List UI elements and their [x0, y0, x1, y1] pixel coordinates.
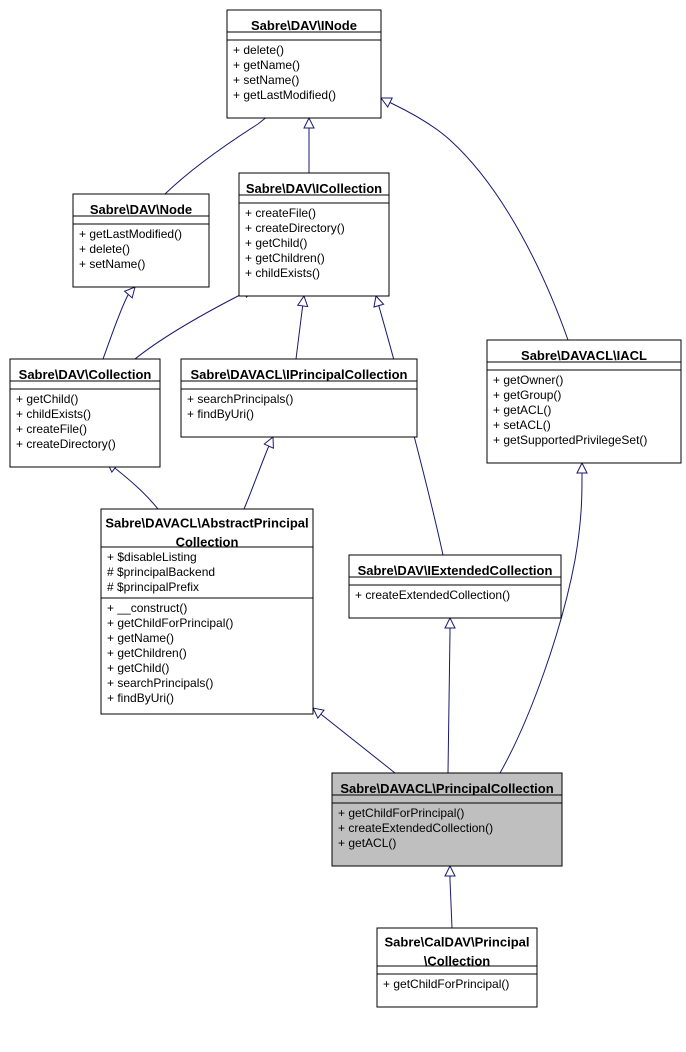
class-IACL: Sabre\DAVACL\IACL + getOwner()+ getGroup(…: [487, 340, 681, 463]
class-method: + getChild(): [245, 236, 307, 250]
class-method: + searchPrincipals(): [107, 676, 213, 690]
uml-class-diagram: Sabre\DAV\INode+ delete()+ getName()+ se…: [0, 0, 686, 1052]
class-method: + createDirectory(): [16, 437, 116, 451]
class-method: + getChild(): [16, 392, 78, 406]
class-method: + findByUri(): [107, 691, 174, 705]
class-method: + getChild(): [107, 661, 169, 675]
class-method: + getChildren(): [245, 251, 325, 265]
class-method: + getChildren(): [107, 646, 187, 660]
class-method: + createDirectory(): [245, 221, 345, 235]
class-method: + setACL(): [493, 418, 551, 432]
class-method: + createFile(): [16, 422, 87, 436]
edge-PrincipalCollection-to-AbstractPrincipalCollection: [322, 715, 395, 773]
class-title: Sabre\DAVACL\PrincipalCollection: [340, 781, 553, 796]
class-method: + __construct(): [107, 601, 187, 615]
edge-PrincipalCollection-to-IExtendedCollection: [448, 632, 450, 773]
edge-IACL-to-INode: [393, 104, 568, 340]
nodes: Sabre\DAV\INode+ delete()+ getName()+ se…: [10, 10, 681, 1007]
edge-arrow: [268, 437, 273, 448]
class-method: + delete(): [79, 242, 130, 256]
class-AbstractPrincipalCollection: Sabre\DAVACL\AbstractPrincipal Collection…: [101, 509, 313, 714]
edge-Collection-to-ICollection: [135, 295, 240, 359]
class-attribute: + $disableListing: [107, 550, 197, 564]
class-method: + setName(): [79, 257, 145, 271]
class-title: Sabre\DAV\INode: [251, 18, 357, 33]
class-method: + searchPrincipals(): [187, 392, 293, 406]
class-IPrincipalCollection: Sabre\DAVACL\IPrincipalCollection + searc…: [181, 359, 417, 437]
class-ICollection: Sabre\DAV\ICollection + createFile()+ cre…: [239, 173, 389, 296]
edge-arrow: [313, 708, 322, 715]
class-method: + getGroup(): [493, 388, 561, 402]
edge-arrow: [381, 98, 393, 104]
class-Collection: Sabre\DAV\Collection + getChild()+ childE…: [10, 359, 160, 467]
class-method: + getACL(): [493, 403, 551, 417]
class-method: + getSupportedPrivilegeSet(): [493, 433, 647, 447]
class-method: + getChildForPrincipal(): [107, 616, 233, 630]
class-method: + getName(): [107, 631, 174, 645]
class-method: + childExists(): [245, 266, 320, 280]
class-title: Sabre\DAV\IExtendedCollection: [358, 563, 553, 578]
class-method: + getACL(): [338, 836, 396, 850]
class-method: + createExtendedCollection(): [355, 588, 510, 602]
class-INode: Sabre\DAV\INode + delete()+ getName()+ se…: [227, 10, 381, 118]
class-method: + setName(): [233, 73, 299, 87]
edge-Collection-to-Node: [103, 295, 128, 359]
edge-AbstractPrincipalCollection-to-IPrincipalCollection: [244, 448, 268, 509]
class-title: Sabre\DAV\ICollection: [246, 181, 382, 196]
edge-arrow: [376, 296, 380, 310]
class-title: Sabre\DAVACL\IACL: [521, 348, 647, 363]
class-CalDAVPrincipalCollection: Sabre\CalDAV\Principal \Collection + getCh…: [377, 928, 537, 1007]
class-method: + childExists(): [16, 407, 91, 421]
class-method: + getLastModified(): [79, 227, 182, 241]
class-title: Collection: [176, 535, 239, 550]
class-attribute: # $principalBackend: [107, 565, 215, 579]
class-title: Sabre\DAVACL\IPrincipalCollection: [191, 367, 408, 382]
edge-IPrincipalCollection-to-ICollection: [296, 311, 302, 359]
class-title: Sabre\DAV\Node: [90, 202, 192, 217]
edge-PrincipalCollection-to-IACL: [500, 477, 582, 773]
class-attribute: # $principalPrefix: [107, 580, 199, 594]
class-Node: Sabre\DAV\Node + getLastModified()+ delet…: [73, 194, 209, 287]
class-method: + createFile(): [245, 206, 316, 220]
edge-arrow: [302, 296, 304, 311]
class-title: \Collection: [424, 954, 491, 969]
class-method: + getName(): [233, 58, 300, 72]
edge-arrow: [128, 287, 135, 295]
class-method: + getOwner(): [493, 373, 563, 387]
edge-CalDAVPrincipalCollection-to-PrincipalCollection: [450, 880, 452, 928]
class-IExtendedCollection: Sabre\DAV\IExtendedCollection + createExt…: [349, 555, 561, 618]
class-title: Sabre\DAVACL\AbstractPrincipal: [105, 516, 308, 531]
class-method: + findByUri(): [187, 407, 254, 421]
class-method: + delete(): [233, 43, 284, 57]
class-method: + getLastModified(): [233, 88, 336, 102]
class-PrincipalCollection: Sabre\DAVACL\PrincipalCollection + getChi…: [332, 773, 562, 866]
class-title: Sabre\DAV\Collection: [19, 367, 152, 382]
class-method: + createExtendedCollection(): [338, 821, 493, 835]
class-method: + getChildForPrincipal(): [383, 977, 509, 991]
class-method: + getChildForPrincipal(): [338, 806, 464, 820]
class-title: Sabre\CalDAV\Principal: [385, 935, 530, 950]
edge-AbstractPrincipalCollection-to-Collection: [116, 469, 158, 509]
